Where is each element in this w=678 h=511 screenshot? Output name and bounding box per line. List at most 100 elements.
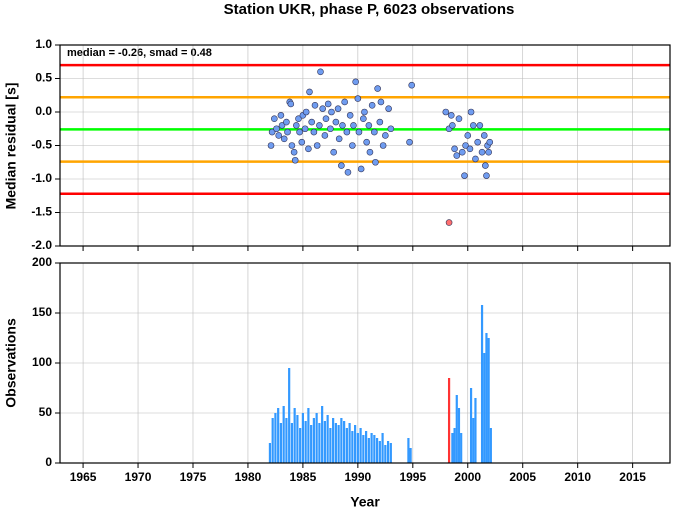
- bar: [345, 428, 348, 463]
- bar: [451, 433, 454, 463]
- point: [290, 148, 298, 156]
- point: [335, 135, 343, 143]
- x-axis-label: Year: [350, 494, 380, 510]
- bar: [367, 438, 370, 463]
- bar: [290, 423, 294, 463]
- bar: [469, 388, 473, 463]
- point: [344, 169, 352, 176]
- bar: [334, 423, 337, 463]
- point: [357, 165, 365, 173]
- bar: [310, 425, 313, 463]
- bar: [447, 378, 451, 463]
- bar: [365, 431, 368, 463]
- point: [371, 128, 378, 136]
- point: [321, 132, 329, 139]
- bar: [472, 418, 475, 463]
- point: [302, 108, 310, 116]
- point: [324, 100, 332, 108]
- y-tick-label: 0.0: [35, 104, 52, 118]
- bar: [483, 353, 486, 463]
- y-tick-label: 0: [45, 455, 52, 469]
- point: [308, 118, 315, 126]
- point: [376, 118, 384, 126]
- bar: [351, 431, 354, 463]
- x-tick-label: 1995: [399, 470, 426, 484]
- point: [382, 132, 389, 139]
- point: [295, 115, 302, 122]
- bar: [299, 428, 302, 463]
- point: [462, 142, 469, 149]
- bar: [370, 433, 373, 463]
- point: [474, 138, 481, 146]
- point: [476, 122, 484, 129]
- point: [377, 98, 385, 106]
- bar: [337, 425, 340, 463]
- point: [379, 142, 387, 149]
- point: [482, 162, 489, 169]
- bar: [323, 421, 326, 463]
- point: [316, 122, 323, 129]
- point: [346, 112, 354, 119]
- bar: [362, 435, 365, 463]
- bar: [457, 408, 461, 463]
- bar: [407, 438, 410, 463]
- point: [311, 102, 319, 109]
- point: [387, 125, 395, 133]
- bar: [474, 398, 477, 463]
- x-tick-label: 1965: [70, 470, 97, 484]
- point: [332, 118, 340, 126]
- point: [328, 108, 335, 116]
- point: [334, 105, 342, 112]
- x-tick-label: 1985: [290, 470, 317, 484]
- point: [467, 108, 475, 116]
- point: [280, 135, 288, 143]
- x-tick-label: 1990: [345, 470, 372, 484]
- y-tick-label: -1.5: [31, 205, 52, 219]
- point: [306, 88, 313, 96]
- bar: [318, 423, 321, 463]
- bar: [453, 428, 456, 463]
- bar: [268, 443, 272, 463]
- y-tick-label: 150: [32, 305, 52, 319]
- y-axis-label: Observations: [3, 318, 19, 408]
- y-tick-label: 200: [32, 255, 52, 269]
- y-tick-label: 50: [39, 405, 53, 419]
- bar: [455, 395, 458, 463]
- bar: [329, 428, 332, 463]
- point: [483, 172, 490, 179]
- point: [374, 85, 381, 92]
- bar: [288, 368, 291, 463]
- point: [267, 142, 275, 149]
- bar: [301, 413, 304, 463]
- point: [458, 148, 466, 156]
- point: [478, 148, 486, 156]
- x-tick-label: 2000: [454, 470, 481, 484]
- point: [480, 132, 488, 139]
- x-tick-label: 2015: [619, 470, 646, 484]
- point: [368, 102, 376, 109]
- plot-frame: [59, 44, 671, 247]
- point: [461, 172, 468, 179]
- bar: [277, 408, 280, 463]
- x-tick-label: 1980: [235, 470, 262, 484]
- point: [355, 128, 363, 136]
- bar: [386, 441, 390, 463]
- point: [313, 142, 321, 149]
- point: [472, 155, 479, 163]
- point: [442, 108, 450, 116]
- bar: [271, 418, 274, 463]
- point: [319, 105, 326, 112]
- point: [288, 142, 296, 149]
- bar: [381, 433, 384, 463]
- point: [366, 148, 374, 156]
- point: [273, 125, 280, 133]
- bar: [274, 413, 277, 463]
- point: [283, 118, 290, 126]
- point: [363, 138, 370, 146]
- point: [301, 125, 309, 133]
- bar: [460, 433, 463, 463]
- point: [287, 100, 295, 108]
- bar: [332, 418, 335, 463]
- bar: [348, 423, 351, 463]
- point: [486, 138, 494, 146]
